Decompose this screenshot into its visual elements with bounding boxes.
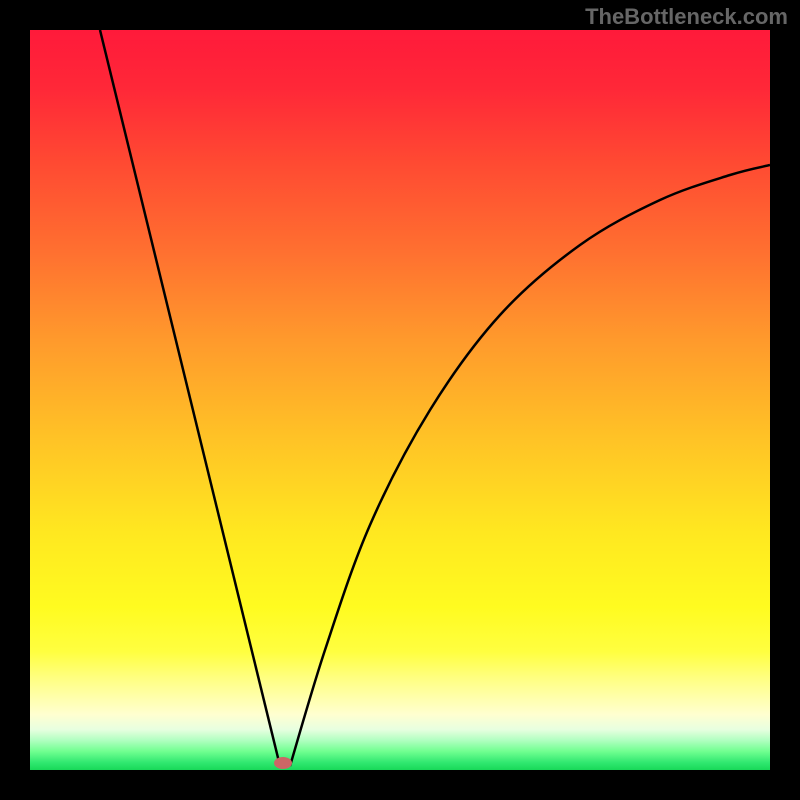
bottleneck-curve bbox=[30, 30, 770, 770]
watermark-text: TheBottleneck.com bbox=[585, 4, 788, 30]
minimum-marker bbox=[274, 757, 292, 769]
curve-left-branch bbox=[100, 30, 280, 766]
curve-right-branch bbox=[290, 165, 770, 766]
plot-area bbox=[30, 30, 770, 770]
